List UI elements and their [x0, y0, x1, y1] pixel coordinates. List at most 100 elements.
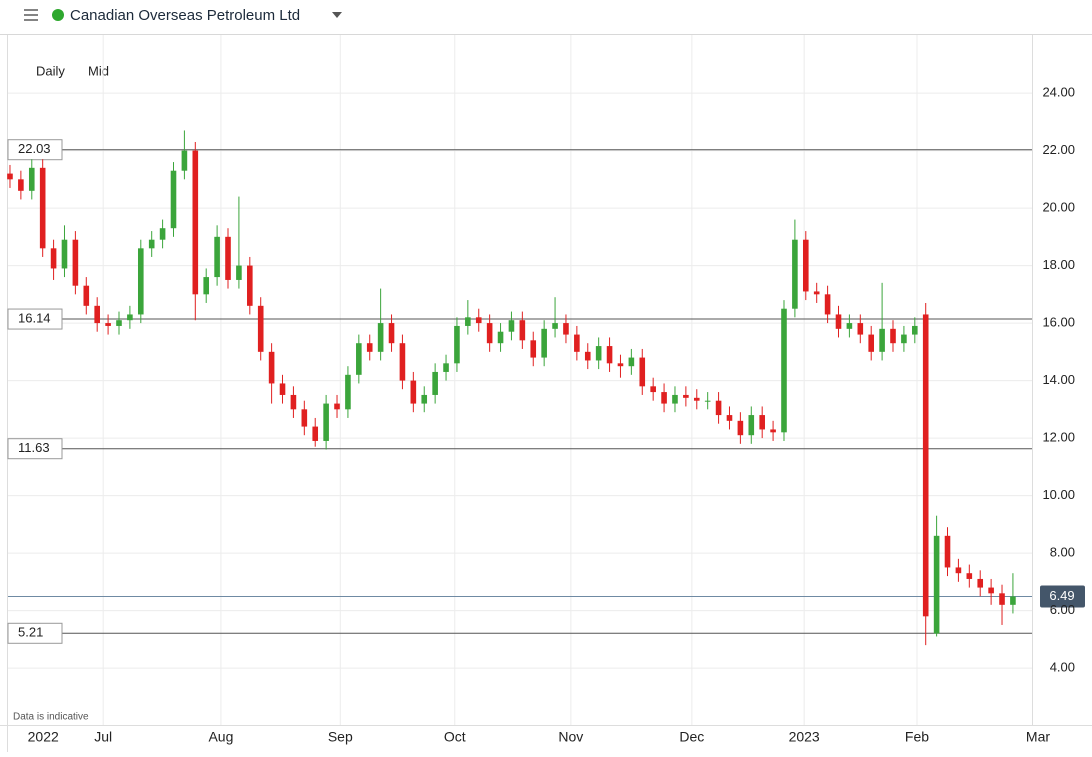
- candle-body: [868, 334, 875, 352]
- x-tick-label: 2022: [28, 729, 59, 745]
- y-tick-label: 18.00: [1042, 257, 1075, 272]
- price-type-label[interactable]: Mid: [88, 63, 109, 78]
- x-tick-label: Mar: [1026, 729, 1050, 745]
- candle-body: [312, 426, 319, 441]
- candle-body: [770, 429, 776, 433]
- candle-body: [203, 277, 210, 295]
- x-tick-label: Jul: [94, 729, 112, 745]
- candle-body: [247, 265, 253, 306]
- candle-body: [890, 328, 896, 344]
- candle-body: [715, 400, 722, 416]
- candle-body: [639, 357, 646, 387]
- x-tick-label: Nov: [558, 729, 583, 745]
- status-dot: [52, 9, 64, 21]
- candle-body: [159, 228, 166, 240]
- candle-body: [650, 386, 656, 393]
- instrument-title[interactable]: Canadian Overseas Petroleum Ltd: [70, 7, 300, 24]
- candle-body: [388, 323, 395, 344]
- candle-body: [977, 578, 984, 588]
- menu-icon[interactable]: [24, 9, 38, 21]
- candle-body: [323, 403, 329, 441]
- candle-body: [170, 170, 177, 229]
- last-price-box: [1040, 585, 1085, 608]
- candle-body: [955, 567, 962, 574]
- candle-body: [606, 346, 613, 364]
- y-tick-label: 22.00: [1042, 142, 1075, 157]
- candle-body: [72, 239, 79, 286]
- candle-body: [737, 420, 744, 436]
- x-tick-label: Dec: [679, 729, 704, 745]
- candle-body: [802, 239, 809, 292]
- level-label: 22.03: [18, 141, 51, 156]
- candle-body: [813, 291, 820, 295]
- candle-body: [552, 323, 558, 329]
- candle-body: [137, 248, 144, 315]
- candle-body: [432, 371, 438, 395]
- candle-body: [999, 593, 1005, 605]
- candle-body: [7, 173, 13, 180]
- candle-body: [988, 587, 994, 594]
- candle-body: [661, 392, 667, 404]
- candle-body: [966, 573, 973, 579]
- candle-body: [846, 323, 853, 329]
- candle-body: [704, 400, 711, 402]
- candle-body: [366, 343, 373, 352]
- candle-body: [454, 325, 460, 364]
- note: Data is indicative: [13, 712, 89, 723]
- level-label: 11.63: [18, 440, 50, 455]
- y-tick-label: 6.00: [1050, 602, 1075, 617]
- candle-body: [334, 403, 340, 410]
- candle-body: [18, 179, 24, 191]
- candle-body: [83, 285, 90, 306]
- candle-body: [279, 383, 286, 395]
- y-tick-label: 24.00: [1042, 85, 1075, 100]
- candle-body: [268, 351, 275, 384]
- candle-body: [61, 239, 68, 269]
- candle-body: [574, 334, 580, 352]
- candle-body: [519, 320, 526, 341]
- candle-body: [465, 317, 471, 326]
- candle-body: [792, 239, 798, 309]
- candle-body: [28, 167, 35, 191]
- candle-body: [486, 323, 493, 344]
- candle-body: [693, 397, 700, 401]
- candle-body: [835, 314, 842, 329]
- candle-body: [530, 340, 537, 358]
- candle-body: [584, 351, 591, 361]
- y-tick-label: 20.00: [1042, 200, 1075, 215]
- level-box: [7, 438, 63, 460]
- candle-body: [356, 343, 362, 375]
- candle-body: [290, 394, 297, 410]
- candle-body: [236, 265, 242, 280]
- candle-body: [421, 394, 428, 404]
- interval-label[interactable]: Daily: [36, 63, 65, 78]
- candle-body: [181, 150, 188, 171]
- candle-body: [541, 328, 547, 358]
- candle-body: [857, 323, 864, 335]
- candle-body: [508, 320, 515, 332]
- y-tick-label: 14.00: [1042, 372, 1075, 387]
- candle-body: [781, 308, 787, 433]
- candle-body: [443, 363, 449, 372]
- level-box: [7, 308, 63, 330]
- candle-body: [497, 331, 504, 344]
- y-tick-label: 4.00: [1050, 660, 1075, 675]
- candle-body: [759, 415, 765, 430]
- y-tick-label: 10.00: [1042, 487, 1075, 502]
- candle-body: [933, 535, 940, 634]
- candle-body: [225, 236, 231, 280]
- dropdown-caret[interactable]: [332, 12, 342, 18]
- candle-body: [257, 305, 264, 352]
- candle-body: [475, 317, 482, 324]
- candle-body: [595, 346, 602, 361]
- y-tick-label: 16.00: [1042, 315, 1075, 330]
- candle-body: [214, 236, 220, 278]
- candle-body: [192, 150, 199, 295]
- level-label: 5.21: [18, 625, 43, 640]
- x-tick-label: Oct: [444, 729, 466, 745]
- candle-body: [399, 343, 406, 381]
- candle-body: [148, 239, 155, 249]
- candle-body: [410, 380, 417, 404]
